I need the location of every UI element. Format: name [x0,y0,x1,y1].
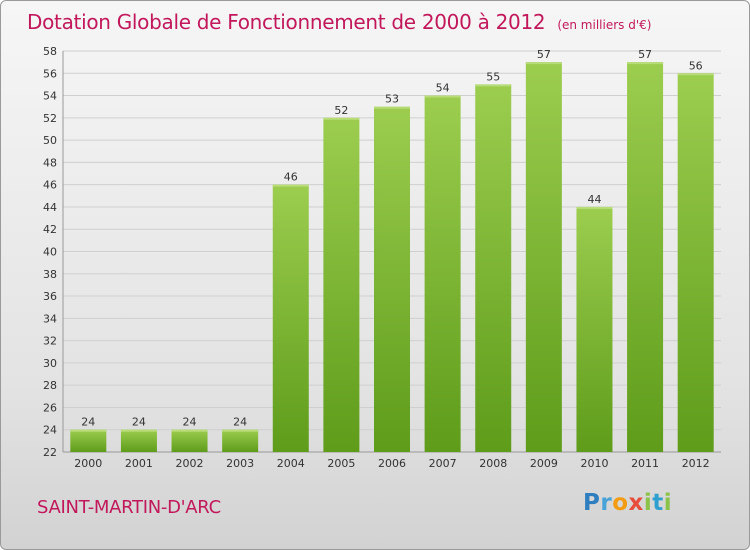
bar [222,429,259,452]
bar [525,62,562,453]
x-tick-label: 2008 [479,457,507,470]
data-label: 46 [284,171,298,184]
y-tick-label: 50 [43,134,57,147]
bar-highlight [272,184,309,187]
data-label: 52 [334,104,348,117]
data-label: 57 [537,48,551,61]
data-label: 57 [638,48,652,61]
data-label: 44 [587,193,601,206]
y-tick-label: 48 [43,156,57,169]
bar [323,117,360,452]
data-label: 24 [132,416,146,429]
bar-highlight [171,429,208,432]
data-label: 55 [486,70,500,83]
bar [627,62,664,453]
x-tick-label: 2006 [378,457,406,470]
data-label: 54 [436,82,450,95]
data-label: 24 [81,416,95,429]
chart-title-text: Dotation Globale de Fonctionnement de 20… [27,10,546,34]
y-tick-label: 34 [43,312,57,325]
bar-highlight [677,73,714,76]
bar [374,106,410,452]
x-tick-label: 2012 [682,457,710,470]
x-tick-label: 2003 [226,457,254,470]
y-tick-label: 26 [43,401,57,414]
y-tick-label: 36 [43,290,57,303]
bar [424,95,461,453]
y-tick-label: 40 [43,246,57,259]
label-layer: 22 24 26 28 30 32 34 36 38 40 42 44 46 48 50 52 54 56 58 24… [43,45,710,470]
bar [677,73,714,453]
unit-note: (en milliers d'€) [557,18,652,32]
bar [272,184,309,452]
proxiti-logo: Proxiti [583,490,673,516]
x-tick-label: 2007 [429,457,457,470]
y-tick-label: 56 [43,67,57,80]
bar [70,429,107,452]
bar [120,429,157,452]
data-label: 53 [385,93,399,106]
y-tick-label: 52 [43,112,57,125]
y-tick-label: 24 [43,424,57,437]
bar-highlight [525,62,562,65]
bar-highlight [576,206,613,209]
x-tick-label: 2005 [327,457,355,470]
x-tick-label: 2002 [176,457,204,470]
y-tick-label: 22 [43,446,57,459]
bar-highlight [70,429,107,432]
y-tick-label: 38 [43,268,57,281]
chart-title: Dotation Globale de Fonctionnement de 20… [27,10,651,34]
data-label: 24 [233,416,247,429]
bar-highlight [120,429,157,432]
bar [576,206,613,452]
bar-highlight [222,429,259,432]
bar-highlight [627,62,664,65]
x-tick-label: 2010 [580,457,608,470]
y-tick-label: 44 [43,201,57,214]
x-tick-label: 2009 [530,457,558,470]
y-tick-label: 32 [43,335,57,348]
data-label: 24 [183,416,197,429]
bar-highlight [424,95,461,98]
commune-name: SAINT-MARTIN-D'ARC [37,497,221,518]
y-tick-label: 54 [43,90,57,103]
data-label: 56 [689,59,703,72]
bar [475,84,512,453]
y-tick-label: 42 [43,223,57,236]
x-tick-label: 2004 [277,457,305,470]
y-tick-label: 28 [43,379,57,392]
x-tick-label: 2001 [125,457,153,470]
bar-highlight [374,106,410,109]
x-tick-label: 2000 [74,457,102,470]
y-tick-label: 30 [43,357,57,370]
y-tick-label: 46 [43,179,57,192]
bar-highlight [475,84,512,87]
x-tick-label: 2011 [631,457,659,470]
bar-layer [70,62,714,453]
y-tick-label: 58 [43,45,57,58]
bar [171,429,208,452]
bar-highlight [323,117,360,120]
